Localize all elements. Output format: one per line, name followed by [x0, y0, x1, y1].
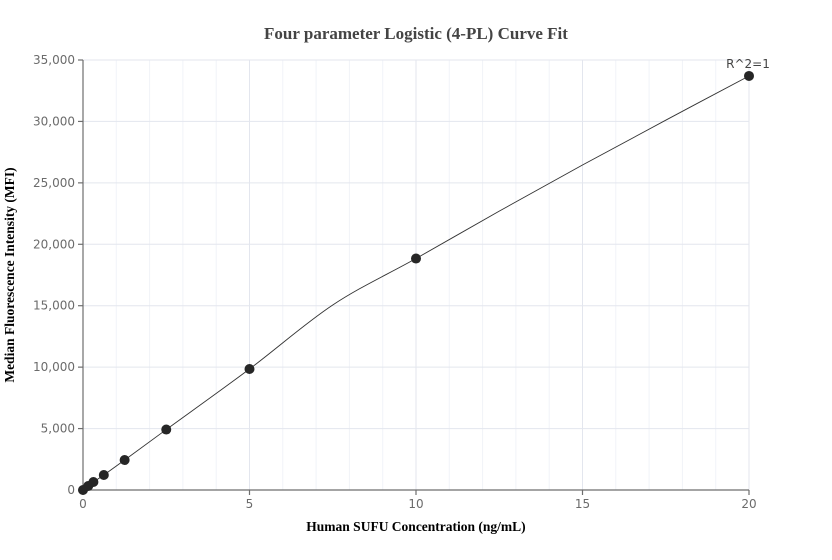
x-tick-label: 20: [741, 497, 756, 511]
y-tick-label: 10,000: [33, 360, 75, 374]
minor-gridlines: [115, 60, 717, 490]
x-tick-label: 5: [246, 497, 254, 511]
y-tick-label: 15,000: [33, 299, 75, 313]
data-point: [98, 470, 109, 481]
y-tick-label: 5,000: [41, 422, 75, 436]
y-axis-ticks: 0 5,000 10,000 15,000 20,000 25,000 30,000 35,0…: [33, 53, 83, 497]
r-squared-annotation: R^2=1: [726, 57, 770, 71]
data-point: [244, 363, 255, 374]
y-tick-label: 25,000: [33, 176, 75, 190]
x-axis-title: Human SUFU Concentration (ng/mL): [306, 519, 525, 534]
data-point: [161, 424, 172, 435]
y-axis-title: Median Fluorescence Intensity (MFI): [2, 167, 17, 382]
y-tick-label: 35,000: [33, 53, 75, 67]
chart-title: Four parameter Logistic (4-PL) Curve Fit: [264, 24, 568, 43]
data-point: [411, 253, 421, 264]
x-tick-label: 15: [575, 497, 590, 511]
data-points: [78, 70, 754, 495]
y-tick-label: 30,000: [33, 114, 75, 128]
x-tick-label: 0: [79, 497, 87, 511]
major-gridlines: [83, 59, 750, 490]
y-tick-label: 20,000: [33, 237, 75, 251]
data-point: [88, 477, 99, 488]
x-tick-label: 10: [408, 497, 423, 511]
y-tick-label: 0: [67, 483, 75, 497]
data-point: [744, 70, 754, 81]
data-point: [119, 455, 130, 466]
x-axis-ticks: 0 5 10 15 20: [79, 490, 757, 511]
